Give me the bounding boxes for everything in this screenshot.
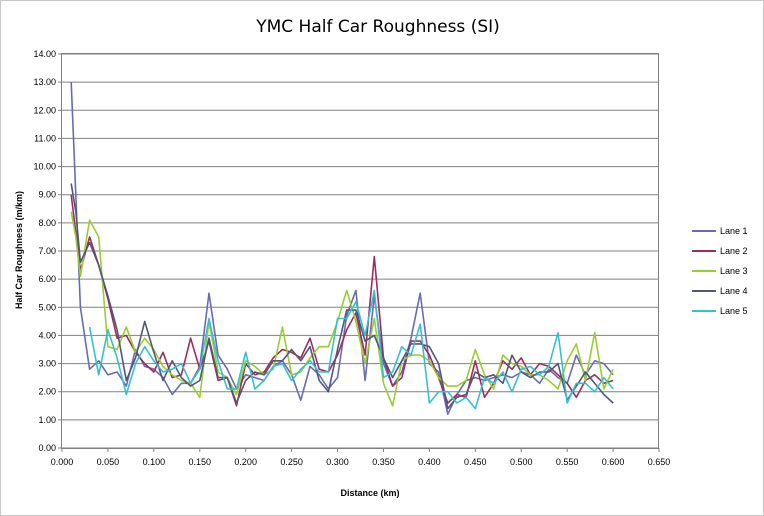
y-tick-label: 7.00 — [38, 246, 56, 256]
y-tick-label: 3.00 — [38, 359, 56, 369]
x-axis-tick-labels: 0.000 0.050 0.100 0.150 0.200 0.250 0.300 0.350… — [51, 448, 671, 467]
y-tick-label: 2.00 — [38, 387, 56, 397]
y-tick-label: 8.00 — [38, 218, 56, 228]
legend-label-lane-3: Lane 3 — [720, 266, 748, 276]
series-line-lane-4 — [70, 183, 614, 410]
legend: Lane 1 Lane 2 Lane 3 Lane 4 Lane 5 — [692, 226, 748, 316]
x-axis-title: Distance (km) — [340, 488, 399, 498]
x-tick-label: 0.000 — [51, 457, 74, 467]
x-tick-label: 0.400 — [418, 457, 441, 467]
y-tick-label: 6.00 — [38, 274, 56, 284]
y-tick-label: 12.00 — [33, 105, 56, 115]
gridlines — [62, 53, 659, 449]
x-tick-label: 0.600 — [602, 457, 625, 467]
y-axis-title: Half Car Roughness (m/km) — [14, 191, 24, 309]
y-tick-label: 11.00 — [34, 133, 56, 143]
series-lines — [70, 82, 614, 415]
y-tick-label: 0.00 — [38, 443, 56, 453]
legend-label-lane-1: Lane 1 — [720, 226, 748, 236]
x-tick-label: 0.100 — [143, 457, 166, 467]
x-tick-label: 0.500 — [510, 457, 533, 467]
chart-title: YMC Half Car Roughness (SI) — [255, 17, 500, 37]
x-tick-label: 0.200 — [234, 457, 257, 467]
x-tick-label: 0.150 — [189, 457, 212, 467]
y-tick-label: 4.00 — [38, 330, 56, 340]
y-tick-label: 9.00 — [38, 190, 56, 200]
x-tick-label: 0.550 — [556, 457, 579, 467]
legend-label-lane-2: Lane 2 — [720, 246, 748, 256]
x-tick-label: 0.350 — [372, 457, 395, 467]
legend-label-lane-5: Lane 5 — [720, 306, 748, 316]
x-tick-label: 0.450 — [464, 457, 487, 467]
x-tick-label: 0.300 — [326, 457, 349, 467]
y-axis-tick-labels: 0.00 1.00 2.00 3.00 4.00 5.00 6.00 7.00 8.00 9.00… — [33, 49, 62, 453]
legend-label-lane-4: Lane 4 — [720, 286, 748, 296]
x-tick-label: 0.250 — [280, 457, 303, 467]
x-tick-label: 0.050 — [97, 457, 120, 467]
y-tick-label: 10.00 — [33, 162, 56, 172]
y-tick-label: 5.00 — [38, 302, 56, 312]
series-line-lane-5 — [88, 289, 614, 410]
series-line-lane-2 — [70, 194, 614, 407]
y-tick-label: 14.00 — [33, 49, 56, 59]
y-tick-label: 1.00 — [38, 415, 56, 425]
y-tick-label: 13.00 — [33, 77, 56, 87]
x-tick-label: 0.650 — [648, 457, 671, 467]
